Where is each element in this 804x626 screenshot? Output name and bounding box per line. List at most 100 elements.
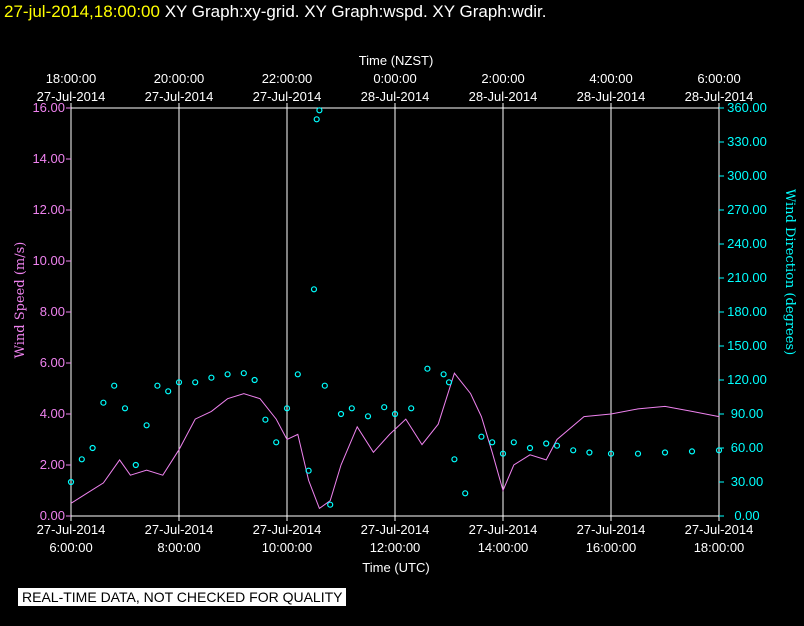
- wind-direction-point: [489, 439, 496, 446]
- left-axis-title: Wind Speed (m/s): [13, 242, 28, 359]
- right-tick-label: 120.00: [727, 372, 767, 387]
- bottom-tick-date: 27-Jul-2014: [685, 522, 754, 537]
- top-axis: 18:00:00 27-Jul-2014 20:00:00 27-Jul-2014 22…: [37, 71, 754, 108]
- wind-direction-point: [251, 376, 258, 384]
- wind-direction-point: [451, 456, 458, 463]
- bottom-tick-time: 16:00:00: [586, 540, 637, 555]
- wind-direction-point: [143, 422, 150, 429]
- wind-direction-point: [100, 399, 107, 406]
- wind-direction-point: [381, 404, 388, 411]
- wind-direction-point: [316, 107, 323, 114]
- right-axis: 0.00 30.00 60.00 90.00 120.00 150.00 180.00 210…: [719, 100, 767, 523]
- wind-direction-point: [688, 448, 696, 455]
- left-tick-label: 16.00: [32, 100, 65, 115]
- bottom-tick-date: 27-Jul-2014: [37, 522, 106, 537]
- wind-direction-point: [499, 450, 507, 457]
- wind-direction-point: [121, 405, 129, 412]
- bottom-axis: 27-Jul-2014 6:00:00 27-Jul-2014 8:00:00 27-J…: [37, 516, 754, 555]
- bottom-tick-time: 18:00:00: [694, 540, 745, 555]
- bottom-axis-title: Time (UTC): [362, 560, 429, 575]
- wind-direction-point: [273, 439, 280, 446]
- top-tick-date: 28-Jul-2014: [685, 89, 754, 104]
- right-tick-label: 90.00: [731, 406, 764, 421]
- wind-direction-point: [165, 388, 172, 395]
- wind-direction-point: [321, 382, 328, 389]
- graph-list: XY Graph:xy-grid. XY Graph:wspd. XY Grap…: [164, 2, 547, 21]
- quality-notice: REAL-TIME DATA, NOT CHECKED FOR QUALITY: [18, 588, 347, 606]
- right-tick-label: 60.00: [731, 440, 764, 455]
- wind-direction-point: [510, 439, 517, 446]
- left-axis: 0.00 2.00 4.00 6.00 8.00 10.00 12.00 14.00 16.00: [32, 100, 71, 523]
- top-tick-date: 28-Jul-2014: [577, 89, 646, 104]
- bottom-tick-time: 10:00:00: [262, 540, 313, 555]
- wind-direction-point: [262, 416, 269, 423]
- wind-direction-point: [607, 450, 615, 457]
- left-tick-label: 14.00: [32, 151, 65, 166]
- top-tick-time: 0:00:00: [373, 71, 416, 86]
- right-tick-label: 270.00: [727, 202, 767, 217]
- top-tick-time: 22:00:00: [262, 71, 313, 86]
- top-tick-time: 4:00:00: [589, 71, 632, 86]
- bottom-tick-date: 27-Jul-2014: [577, 522, 646, 537]
- header-bar: 27-jul-2014,18:00:00 XY Graph:xy-grid. X…: [4, 2, 546, 22]
- wind-direction-point: [553, 442, 561, 449]
- wind-direction-point: [391, 410, 399, 418]
- wind-direction-point: [526, 444, 534, 452]
- bottom-tick-date: 27-Jul-2014: [469, 522, 538, 537]
- wind-direction-point: [132, 461, 139, 469]
- wind-direction-point: [111, 382, 118, 389]
- right-tick-label: 30.00: [731, 474, 764, 489]
- top-tick-date: 27-Jul-2014: [145, 89, 214, 104]
- left-tick-label: 6.00: [40, 355, 65, 370]
- bottom-tick-time: 12:00:00: [370, 540, 421, 555]
- right-tick-label: 300.00: [727, 168, 767, 183]
- wind-direction-point: [208, 374, 215, 381]
- wind-direction-point: [440, 371, 447, 378]
- bottom-tick-date: 27-Jul-2014: [145, 522, 214, 537]
- grid-lines: [178, 108, 612, 516]
- top-tick-date: 27-Jul-2014: [253, 89, 322, 104]
- wind-direction-point: [424, 365, 431, 372]
- top-axis-title: Time (NZST): [359, 53, 434, 68]
- wind-direction-point: [313, 116, 320, 123]
- right-axis-title: Wind Direction (degrees): [782, 189, 797, 355]
- wind-direction-point: [348, 405, 355, 412]
- wind-direction-point: [570, 447, 577, 454]
- left-tick-label: 0.00: [40, 508, 65, 523]
- bottom-tick-time: 14:00:00: [478, 540, 529, 555]
- top-tick-time: 6:00:00: [697, 71, 740, 86]
- right-tick-label: 330.00: [727, 134, 767, 149]
- right-tick-label: 180.00: [727, 304, 767, 319]
- top-tick-date: 28-Jul-2014: [361, 89, 430, 104]
- wind-direction-point: [462, 490, 469, 497]
- wind-direction-point: [283, 405, 291, 412]
- wind-direction-point: [192, 379, 199, 386]
- top-tick-time: 18:00:00: [46, 71, 97, 86]
- wind-direction-point: [224, 371, 231, 378]
- right-tick-label: 150.00: [727, 338, 767, 353]
- wind-direction-point: [327, 501, 334, 508]
- top-tick-date: 28-Jul-2014: [469, 89, 538, 104]
- wind-direction-point: [445, 379, 453, 386]
- right-tick-label: 240.00: [727, 236, 767, 251]
- wind-direction-point: [294, 371, 301, 378]
- left-tick-label: 4.00: [40, 406, 65, 421]
- wind-direction-point: [154, 382, 161, 389]
- wind-direction-point: [661, 449, 669, 456]
- wind-direction-point: [634, 450, 642, 457]
- wind-direction-point: [478, 433, 485, 440]
- bottom-tick-time: 8:00:00: [157, 540, 200, 555]
- wind-direction-point: [67, 478, 75, 486]
- wind-direction-point: [586, 449, 593, 456]
- wind-direction-series: [67, 107, 723, 508]
- bottom-tick-date: 27-Jul-2014: [253, 522, 322, 537]
- wind-direction-point: [78, 456, 85, 463]
- wind-direction-point: [175, 379, 183, 386]
- left-tick-label: 2.00: [40, 457, 65, 472]
- wind-direction-point: [240, 370, 247, 377]
- wind-direction-point: [543, 440, 550, 447]
- right-tick-label: 0.00: [734, 508, 759, 523]
- timestamp: 27-jul-2014,18:00:00: [4, 2, 160, 21]
- bottom-tick-date: 27-Jul-2014: [361, 522, 430, 537]
- wind-speed-series: [70, 372, 720, 510]
